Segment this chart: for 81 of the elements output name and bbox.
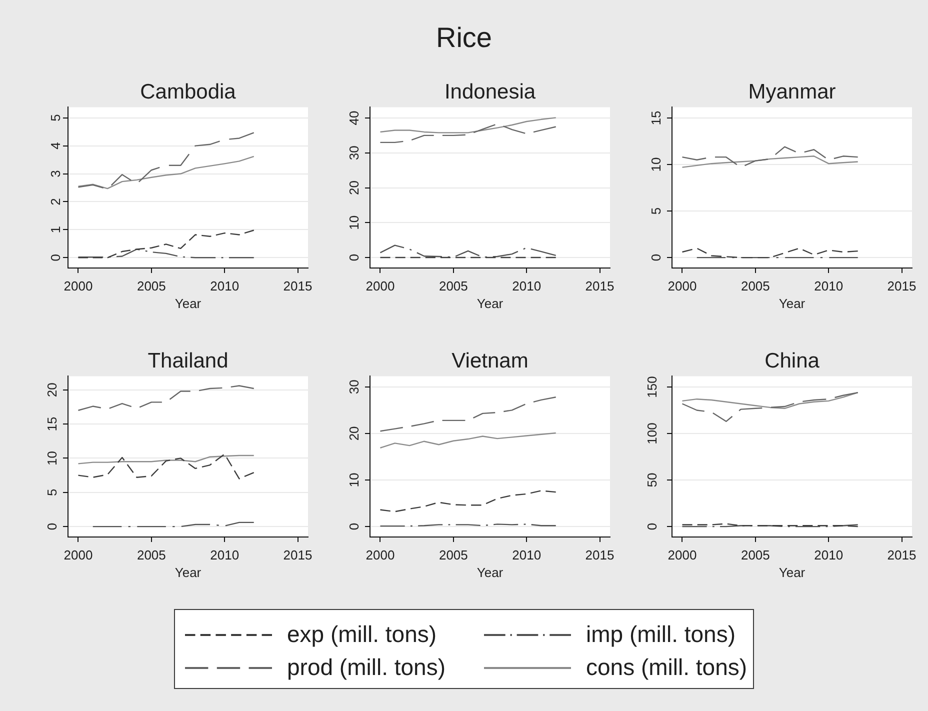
y-tick-label: 1 [48,226,63,234]
chart-title: Cambodia [140,80,236,104]
x-tick-label: 2000 [366,278,395,294]
x-axis-title: Year [174,296,202,311]
y-tick-label: 20 [346,426,362,441]
y-tick-label: 0 [346,254,362,262]
y-tick-label: 30 [346,146,362,160]
x-tick-label: 2000 [366,547,395,562]
y-tick-label: 0 [44,522,60,530]
x-axis-title: Year [174,564,202,580]
x-tick-label: 2015 [887,547,916,562]
line-series [78,385,254,411]
line-series [78,132,254,190]
y-tick-label: 10 [44,450,60,466]
x-tick-label: 2015 [887,278,916,294]
x-axis-title: Year [778,296,806,311]
y-tick-label: 100 [644,422,660,444]
y-tick-label: 20 [44,382,60,398]
y-tick-label: 0 [346,522,362,530]
line-series [682,146,858,168]
y-tick-label: 3 [48,170,63,178]
line-series [380,490,556,512]
chart-title: Vietnam [452,349,528,372]
chart-title: Myanmar [748,80,836,104]
x-tick-label: 2005 [438,278,468,294]
x-tick-label: 2015 [283,278,312,294]
line-series [682,248,858,258]
legend-label: cons (mill. tons) [586,654,748,681]
line-series [78,230,254,258]
y-tick-label: 15 [648,110,664,126]
x-axis-title: Year [778,564,806,580]
x-tick-label: 2000 [64,547,93,562]
x-tick-label: 2010 [210,547,240,562]
y-tick-label: 5 [48,114,63,122]
line-series [682,392,858,422]
line-series [78,248,254,258]
y-tick-label: 20 [346,180,362,196]
y-tick-label: 2 [48,198,63,206]
x-tick-label: 2010 [814,547,844,562]
x-tick-label: 2005 [740,547,770,562]
chart-title: Indonesia [444,80,536,104]
y-tick-label: 10 [648,157,664,172]
y-tick-label: 50 [644,472,660,488]
x-axis-title: Year [476,564,504,580]
x-tick-label: 2015 [283,547,312,562]
x-tick-label: 2000 [64,278,93,294]
x-axis-title: Year [476,296,504,311]
x-tick-label: 2010 [210,278,240,294]
chart-title: Thailand [148,349,228,372]
text: Rice [434,21,493,55]
line-series [380,396,556,432]
line-series [380,123,556,144]
x-tick-label: 2000 [668,547,697,562]
legend-label: imp (mill. tons) [586,621,736,648]
y-tick-label: 10 [346,472,362,488]
line-series [78,454,254,480]
y-tick-label: 40 [346,110,362,126]
x-tick-label: 2000 [668,278,697,294]
y-tick-label: 5 [648,207,664,215]
line-series [380,244,556,258]
y-tick-label: 0 [648,254,664,262]
y-tick-label: 10 [346,215,362,230]
y-tick-label: 15 [44,416,60,432]
x-tick-label: 2005 [740,278,770,294]
y-tick-label: 0 [644,522,660,530]
y-tick-label: 4 [48,142,63,150]
x-tick-label: 2005 [438,547,468,562]
y-tick-label: 30 [346,380,362,394]
x-tick-label: 2015 [585,547,614,562]
x-tick-label: 2005 [136,278,166,294]
y-tick-label: 0 [48,254,63,262]
x-tick-label: 2015 [585,278,614,294]
x-tick-label: 2010 [512,278,542,294]
x-tick-label: 2010 [512,547,542,562]
chart-title: China [764,349,820,372]
legend-label: prod (mill. tons) [287,654,446,681]
legend-label: exp (mill. tons) [287,621,437,648]
y-tick-label: 150 [644,376,660,398]
x-tick-label: 2010 [814,278,844,294]
y-tick-label: 5 [44,488,60,496]
x-tick-label: 2005 [136,547,166,562]
